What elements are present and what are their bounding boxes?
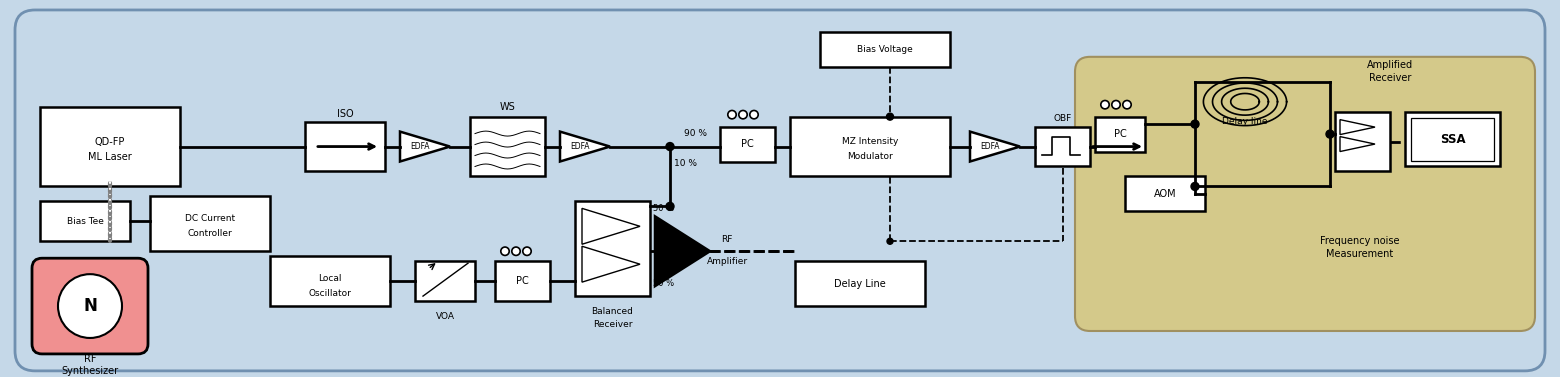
Bar bbox=[721, 127, 775, 161]
FancyBboxPatch shape bbox=[1075, 57, 1535, 331]
Circle shape bbox=[1101, 101, 1109, 109]
Text: AOM: AOM bbox=[1154, 189, 1176, 199]
Text: 10 %: 10 % bbox=[674, 159, 696, 168]
Text: Delay line: Delay line bbox=[1221, 117, 1268, 126]
Circle shape bbox=[729, 110, 736, 119]
Circle shape bbox=[739, 110, 747, 119]
Text: DC Current: DC Current bbox=[186, 215, 236, 223]
Circle shape bbox=[666, 202, 674, 210]
Text: Amplified: Amplified bbox=[1367, 60, 1413, 70]
Text: Synthesizer: Synthesizer bbox=[61, 366, 119, 376]
Circle shape bbox=[888, 238, 892, 244]
Text: Bias Tee: Bias Tee bbox=[67, 217, 103, 226]
Text: VOA: VOA bbox=[435, 311, 454, 320]
Bar bbox=[796, 261, 925, 306]
Text: EDFA: EDFA bbox=[571, 142, 590, 151]
Text: Delay Line: Delay Line bbox=[835, 279, 886, 289]
Circle shape bbox=[501, 247, 509, 256]
Polygon shape bbox=[1340, 136, 1374, 152]
Text: Bias Voltage: Bias Voltage bbox=[856, 45, 913, 54]
Circle shape bbox=[750, 110, 758, 119]
Circle shape bbox=[1190, 120, 1200, 128]
Text: Local: Local bbox=[318, 274, 342, 283]
Text: PC: PC bbox=[741, 139, 753, 149]
Polygon shape bbox=[582, 208, 640, 244]
Text: Receiver: Receiver bbox=[1368, 73, 1412, 83]
Text: Oscillator: Oscillator bbox=[309, 289, 351, 298]
Bar bbox=[789, 116, 950, 176]
Text: Modulator: Modulator bbox=[847, 152, 892, 161]
Bar bbox=[1410, 118, 1494, 161]
Text: Balanced: Balanced bbox=[591, 307, 633, 316]
Text: ML Laser: ML Laser bbox=[87, 152, 133, 161]
Polygon shape bbox=[655, 216, 710, 286]
Circle shape bbox=[1190, 182, 1200, 190]
Bar bbox=[821, 32, 950, 67]
Text: EDFA: EDFA bbox=[980, 142, 1000, 151]
Bar bbox=[150, 196, 270, 251]
Bar bbox=[306, 122, 385, 172]
Text: EDFA: EDFA bbox=[410, 142, 429, 151]
Bar bbox=[270, 256, 390, 306]
Text: RF: RF bbox=[721, 235, 733, 244]
Text: Frequency noise: Frequency noise bbox=[1320, 236, 1399, 246]
Text: SSA: SSA bbox=[1440, 133, 1465, 146]
Bar bbox=[1335, 112, 1390, 172]
Polygon shape bbox=[1340, 120, 1374, 135]
Bar bbox=[1095, 116, 1145, 152]
Polygon shape bbox=[582, 246, 640, 282]
Text: QD-FP: QD-FP bbox=[95, 136, 125, 147]
FancyBboxPatch shape bbox=[16, 10, 1544, 371]
Circle shape bbox=[1112, 101, 1120, 109]
Text: 50 %: 50 % bbox=[654, 204, 674, 213]
Text: WS: WS bbox=[499, 102, 515, 112]
Polygon shape bbox=[970, 132, 1020, 161]
Bar bbox=[1034, 127, 1090, 167]
Text: Controller: Controller bbox=[187, 229, 232, 238]
Circle shape bbox=[666, 143, 674, 150]
Bar bbox=[415, 261, 474, 301]
Circle shape bbox=[523, 247, 532, 256]
Circle shape bbox=[512, 247, 519, 256]
Text: Measurement: Measurement bbox=[1326, 249, 1393, 259]
Bar bbox=[470, 116, 544, 176]
Polygon shape bbox=[560, 132, 610, 161]
Text: Amplifier: Amplifier bbox=[707, 257, 747, 266]
Text: 50 %: 50 % bbox=[654, 279, 674, 288]
Bar bbox=[41, 107, 179, 187]
Circle shape bbox=[58, 274, 122, 338]
Circle shape bbox=[1123, 101, 1131, 109]
Text: Receiver: Receiver bbox=[593, 320, 632, 328]
Text: N: N bbox=[83, 297, 97, 315]
Bar bbox=[1125, 176, 1204, 211]
Bar bbox=[41, 201, 129, 241]
Bar bbox=[495, 261, 551, 301]
Circle shape bbox=[886, 113, 894, 120]
Text: PC: PC bbox=[516, 276, 529, 286]
Text: MZ Intensity: MZ Intensity bbox=[842, 137, 899, 146]
Polygon shape bbox=[399, 132, 449, 161]
Bar bbox=[576, 201, 651, 296]
Circle shape bbox=[1326, 130, 1334, 138]
Text: 90 %: 90 % bbox=[683, 129, 707, 138]
Text: ISO: ISO bbox=[337, 109, 353, 119]
FancyBboxPatch shape bbox=[33, 258, 148, 354]
Text: PC: PC bbox=[1114, 129, 1126, 139]
Text: RF: RF bbox=[84, 354, 97, 364]
Text: OBF: OBF bbox=[1053, 114, 1072, 123]
Bar bbox=[1406, 112, 1501, 167]
